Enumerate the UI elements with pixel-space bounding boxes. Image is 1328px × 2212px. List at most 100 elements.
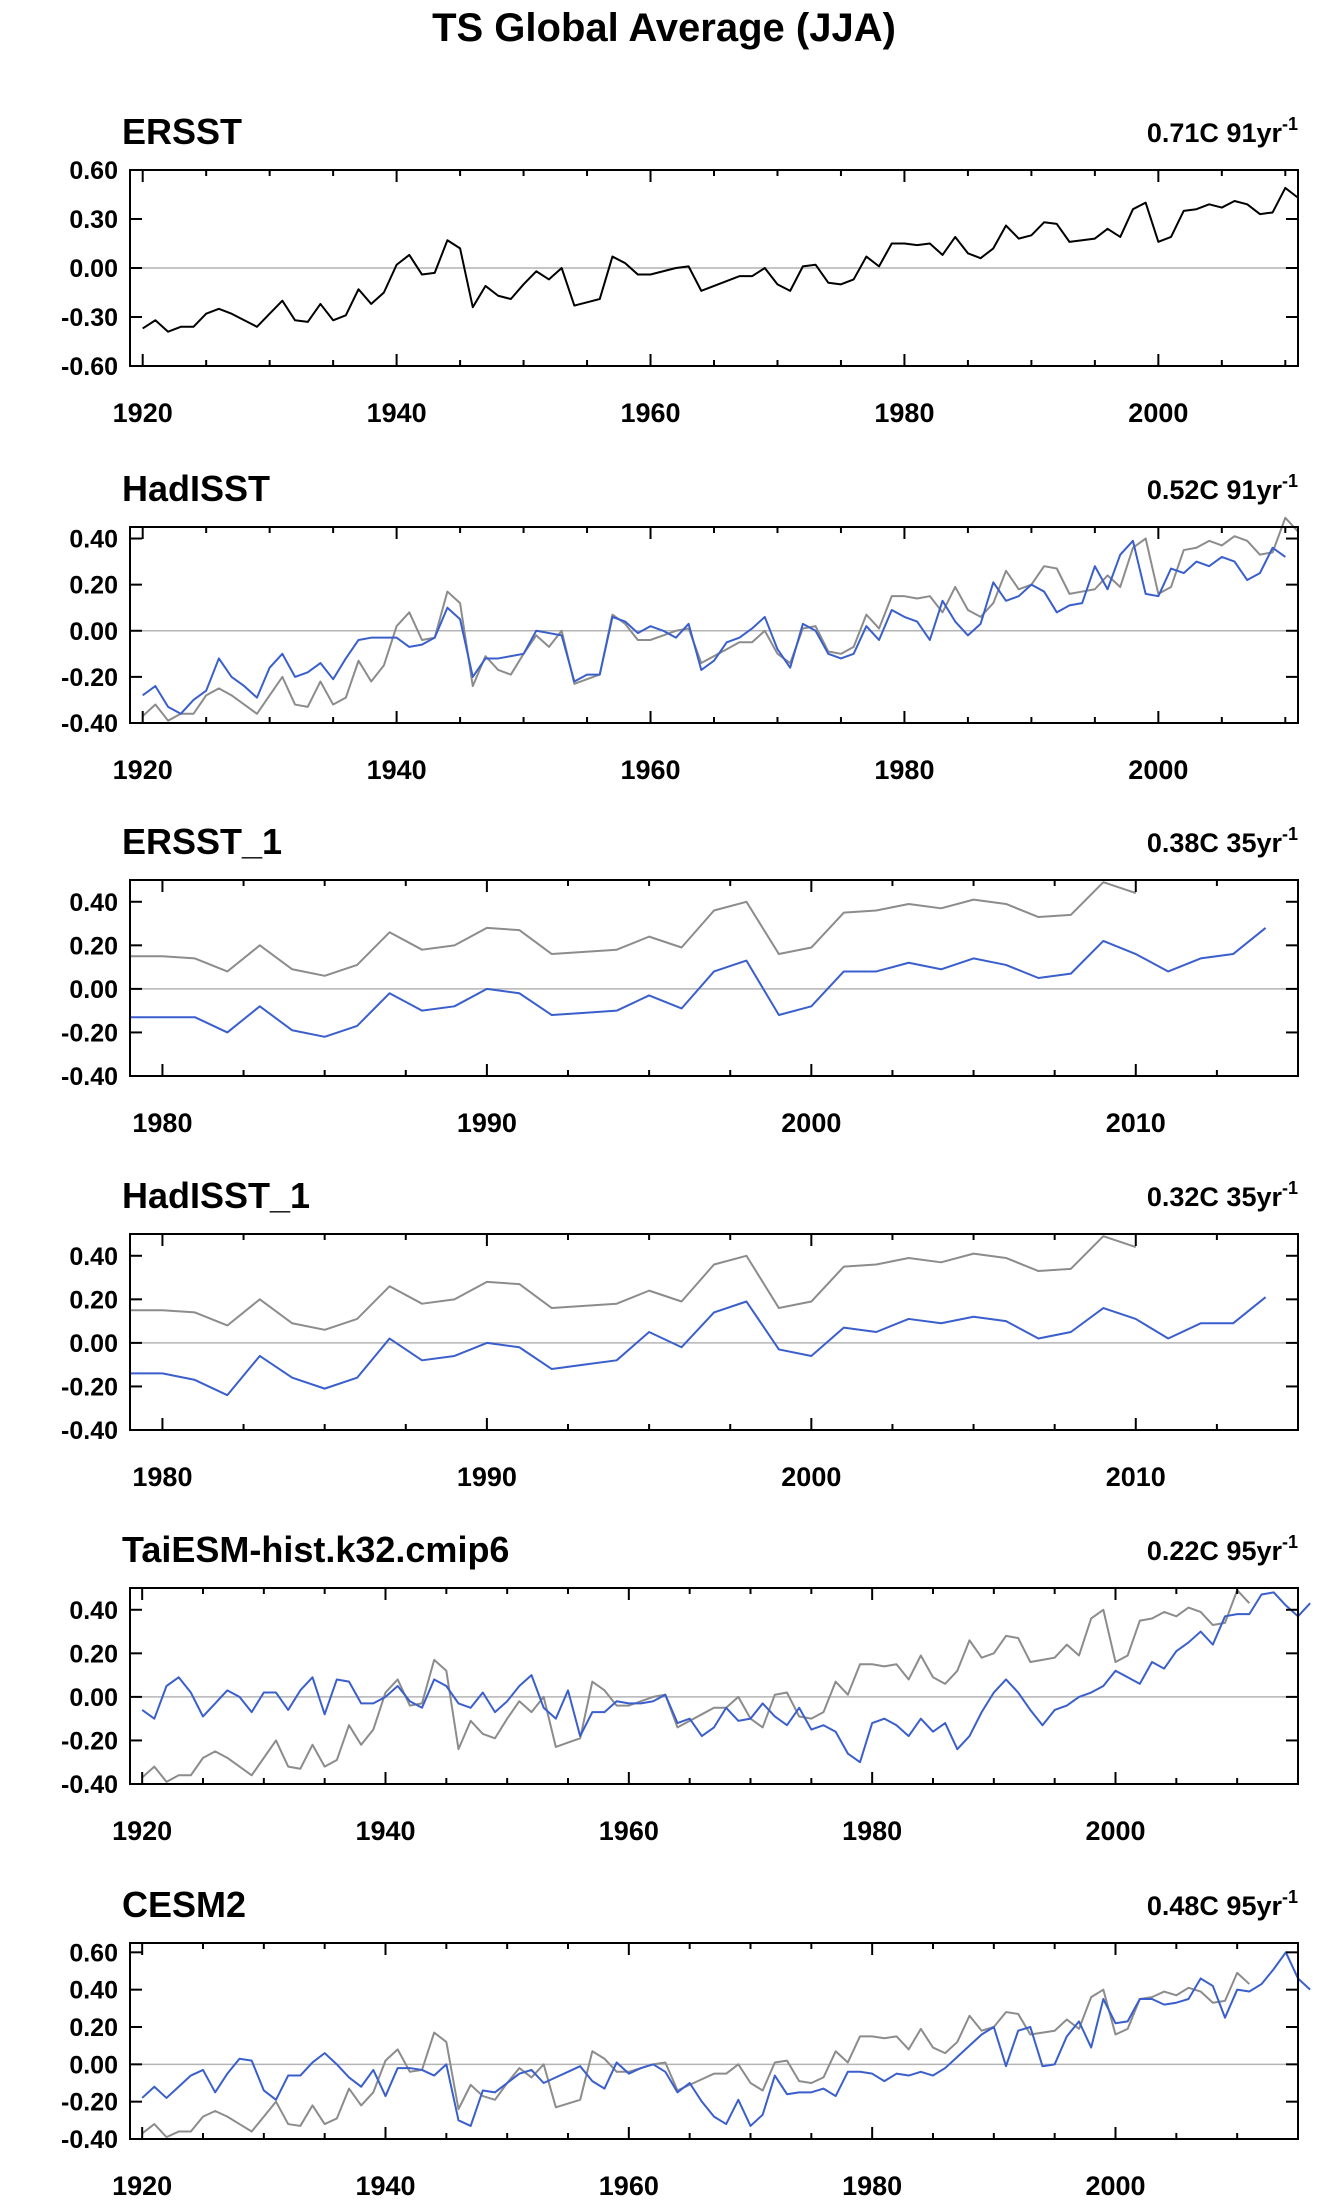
x-tick-label: 2010 [1106,1108,1166,1138]
series-line-reference_overlay [130,1235,1137,1331]
y-tick-label: -0.40 [61,1063,118,1091]
panel-hadisst: HadISST 0.52C 91yr-1 0.40 0.20 0.00 -0.20 -0.4… [61,468,1299,785]
y-tick-label: 0.00 [69,976,118,1004]
plot-frame [129,1587,1299,1785]
y-tick-label: 0.40 [69,889,118,917]
x-tick-label: 1940 [367,755,427,785]
y-tick-label: 0.40 [69,526,118,554]
y-tick-label: 0.00 [69,618,118,646]
x-tick-label: 2000 [1128,755,1188,785]
x-tick-label: 1980 [842,2171,902,2201]
trend-value: 0.22C 95yr [1147,1536,1283,1566]
trend-label: 0.32C 35yr-1 [1147,1178,1298,1212]
trend-label: 0.38C 35yr-1 [1147,824,1298,858]
series-line-model [141,1591,1311,1764]
y-tick-label: 0.00 [69,255,118,283]
panel-title: TaiESM-hist.k32.cmip6 [122,1529,509,1570]
y-tick-label: 0.40 [69,1597,118,1625]
panel-title: ERSST [122,111,242,152]
y-tick-label: -0.40 [61,2126,118,2154]
x-tick-label: 1980 [132,1462,192,1492]
panel-title: CESM2 [122,1884,246,1925]
y-tick-label: 0.40 [69,1243,118,1271]
series-line-reference_overlay [141,1589,1251,1783]
panel-title: HadISST_1 [122,1175,310,1216]
trend-label: 0.22C 95yr-1 [1147,1532,1298,1566]
x-tick-label: 2000 [781,1108,841,1138]
panel-title: HadISST [122,468,270,509]
y-tick-label: -0.60 [61,353,118,381]
panel-title: ERSST_1 [122,821,282,862]
series-line-reference [142,186,1299,333]
series-line-reference_overlay [141,1971,1251,2139]
x-tick-label: 1980 [874,755,934,785]
series-line-model [130,927,1267,1038]
panel-hadisst-1: HadISST_1 0.32C 35yr-1 0.40 0.20 0.00 -0.20 -0… [61,1175,1299,1492]
y-tick-label: -0.30 [61,304,118,332]
trend-label: 0.52C 91yr-1 [1147,471,1298,505]
y-tick-label: 0.20 [69,1640,118,1668]
y-tick-label: 0.60 [69,157,118,185]
y-tick-label: 0.00 [69,1330,118,1358]
y-tick-label: -0.20 [61,1727,118,1755]
y-tick-label: -0.20 [61,2089,118,2117]
series-line-model [130,1296,1267,1397]
figure-title: TS Global Average (JJA) [432,6,896,50]
y-tick-label: 0.60 [69,1939,118,1967]
y-tick-label: 0.20 [69,932,118,960]
trend-exponent: -1 [1282,1532,1298,1552]
trend-value: 0.48C 95yr [1147,1891,1283,1921]
y-tick-label: -0.20 [61,1019,118,1047]
x-tick-label: 1960 [599,2171,659,2201]
x-tick-label: 1920 [112,2171,172,2201]
series-line-model [142,539,1286,715]
panel-ersst-1: ERSST_1 0.38C 35yr-1 0.40 0.20 0.00 -0.20 -0.4… [61,821,1299,1138]
series-line-reference_overlay [142,516,1299,722]
y-tick-label: -0.40 [61,1771,118,1799]
series-line-model [141,1951,1311,2127]
x-tick-label: 1990 [457,1462,517,1492]
y-tick-label: 0.20 [69,1286,118,1314]
plot-frame [129,526,1299,724]
x-tick-label: 2000 [781,1462,841,1492]
y-tick-label: 0.30 [69,206,118,234]
x-tick-label: 1980 [842,1816,902,1846]
x-tick-label: 1960 [620,755,680,785]
x-tick-label: 1960 [599,1816,659,1846]
y-tick-label: -0.20 [61,1373,118,1401]
x-tick-label: 1920 [112,1816,172,1846]
x-tick-label: 1940 [367,398,427,428]
plot-frame [129,1942,1299,2140]
y-tick-label: -0.40 [61,710,118,738]
trend-exponent: -1 [1282,471,1298,491]
x-tick-label: 1920 [113,398,173,428]
panel-cesm2: CESM2 0.48C 95yr-1 0.60 0.40 0.20 0.00 -0.20 -0… [61,1884,1311,2201]
trend-exponent: -1 [1282,824,1298,844]
trend-value: 0.71C 91yr [1147,118,1283,148]
series-line-reference_overlay [130,881,1137,977]
x-tick-label: 2000 [1085,2171,1145,2201]
x-tick-label: 1920 [113,755,173,785]
trend-exponent: -1 [1282,1178,1298,1198]
y-tick-label: -0.40 [61,1417,118,1445]
trend-value: 0.38C 35yr [1147,828,1283,858]
y-tick-label: 0.00 [69,2051,118,2079]
x-tick-label: 1990 [457,1108,517,1138]
x-tick-label: 2000 [1128,398,1188,428]
trend-value: 0.32C 35yr [1147,1182,1283,1212]
x-tick-label: 1960 [620,398,680,428]
y-tick-label: 0.00 [69,1684,118,1712]
panel-ersst: ERSST 0.71C 91yr-1 0.60 0.30 0.00 -0.30 -0.60 1… [61,111,1299,428]
plot-frame [129,879,1299,1077]
plot-frame [129,1233,1299,1431]
trend-exponent: -1 [1282,114,1298,134]
trend-label: 0.48C 95yr-1 [1147,1887,1298,1921]
x-tick-label: 2010 [1106,1462,1166,1492]
x-tick-label: 1980 [874,398,934,428]
y-tick-label: -0.20 [61,664,118,692]
trend-value: 0.52C 91yr [1147,475,1283,505]
panel-taiesm: TaiESM-hist.k32.cmip6 0.22C 95yr-1 0.40 0.2… [61,1529,1311,1846]
x-tick-label: 1940 [355,2171,415,2201]
y-tick-label: 0.20 [69,572,118,600]
